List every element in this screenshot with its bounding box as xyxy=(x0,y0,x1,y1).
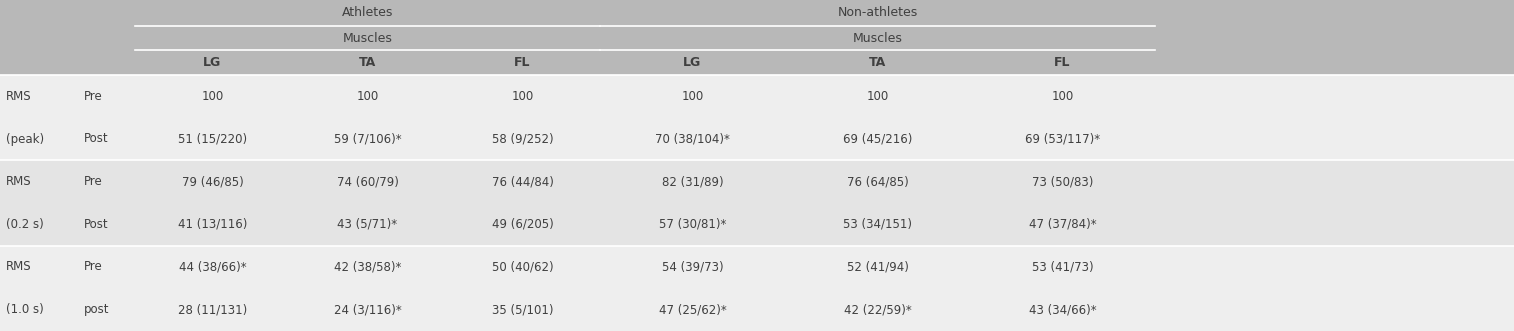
Text: 35 (5/101): 35 (5/101) xyxy=(492,303,553,316)
Text: TA: TA xyxy=(359,56,375,69)
Text: 58 (9/252): 58 (9/252) xyxy=(492,132,553,146)
Text: Pre: Pre xyxy=(83,260,103,273)
Text: 50 (40/62): 50 (40/62) xyxy=(492,260,553,273)
Text: Pre: Pre xyxy=(83,175,103,188)
Text: 100: 100 xyxy=(866,90,889,103)
Text: post: post xyxy=(83,303,109,316)
Text: (peak): (peak) xyxy=(6,132,44,146)
Text: (1.0 s): (1.0 s) xyxy=(6,303,44,316)
Text: 82 (31/89): 82 (31/89) xyxy=(662,175,724,188)
Text: 53 (41/73): 53 (41/73) xyxy=(1031,260,1093,273)
Text: LG: LG xyxy=(203,56,221,69)
Text: Muscles: Muscles xyxy=(342,31,392,44)
Bar xyxy=(0,288,1514,331)
Text: 100: 100 xyxy=(1051,90,1073,103)
Text: 100: 100 xyxy=(201,90,224,103)
Text: (0.2 s): (0.2 s) xyxy=(6,218,44,231)
Bar xyxy=(0,118,1514,160)
Text: 73 (50/83): 73 (50/83) xyxy=(1033,175,1093,188)
Text: 53 (34/151): 53 (34/151) xyxy=(843,218,911,231)
Text: 47 (37/84)*: 47 (37/84)* xyxy=(1028,218,1096,231)
Text: 100: 100 xyxy=(512,90,533,103)
Text: 52 (41/94): 52 (41/94) xyxy=(846,260,908,273)
Text: 70 (38/104)*: 70 (38/104)* xyxy=(656,132,730,146)
Text: 100: 100 xyxy=(356,90,378,103)
Text: 41 (13/116): 41 (13/116) xyxy=(177,218,247,231)
Text: 47 (25/62)*: 47 (25/62)* xyxy=(659,303,727,316)
Text: 76 (64/85): 76 (64/85) xyxy=(846,175,908,188)
Text: 100: 100 xyxy=(681,90,704,103)
Text: 69 (53/117)*: 69 (53/117)* xyxy=(1025,132,1101,146)
Text: RMS: RMS xyxy=(6,90,32,103)
Text: 42 (38/58)*: 42 (38/58)* xyxy=(333,260,401,273)
Text: FL: FL xyxy=(515,56,531,69)
Bar xyxy=(0,50,1514,75)
Text: Muscles: Muscles xyxy=(852,31,902,44)
Text: 76 (44/84): 76 (44/84) xyxy=(492,175,554,188)
Bar xyxy=(0,26,1514,50)
Bar xyxy=(0,0,1514,26)
Text: Pre: Pre xyxy=(83,90,103,103)
Text: 24 (3/116)*: 24 (3/116)* xyxy=(333,303,401,316)
Text: 44 (38/66)*: 44 (38/66)* xyxy=(179,260,247,273)
Text: 79 (46/85): 79 (46/85) xyxy=(182,175,244,188)
Text: 57 (30/81)*: 57 (30/81)* xyxy=(659,218,727,231)
Text: 54 (39/73): 54 (39/73) xyxy=(662,260,724,273)
Bar xyxy=(0,203,1514,246)
Text: RMS: RMS xyxy=(6,260,32,273)
Text: 69 (45/216): 69 (45/216) xyxy=(843,132,913,146)
Text: FL: FL xyxy=(1054,56,1070,69)
Bar xyxy=(0,160,1514,203)
Text: 51 (15/220): 51 (15/220) xyxy=(179,132,247,146)
Text: 42 (22/59)*: 42 (22/59)* xyxy=(843,303,911,316)
Text: Post: Post xyxy=(83,132,109,146)
Text: LG: LG xyxy=(683,56,701,69)
Bar xyxy=(0,75,1514,118)
Text: 74 (60/79): 74 (60/79) xyxy=(336,175,398,188)
Text: Non-athletes: Non-athletes xyxy=(837,7,917,20)
Text: Post: Post xyxy=(83,218,109,231)
Text: 28 (11/131): 28 (11/131) xyxy=(177,303,247,316)
Text: 59 (7/106)*: 59 (7/106)* xyxy=(333,132,401,146)
Text: 43 (5/71)*: 43 (5/71)* xyxy=(338,218,398,231)
Text: TA: TA xyxy=(869,56,886,69)
Text: 43 (34/66)*: 43 (34/66)* xyxy=(1028,303,1096,316)
Bar xyxy=(0,246,1514,288)
Text: 49 (6/205): 49 (6/205) xyxy=(492,218,554,231)
Text: Athletes: Athletes xyxy=(342,7,394,20)
Text: RMS: RMS xyxy=(6,175,32,188)
